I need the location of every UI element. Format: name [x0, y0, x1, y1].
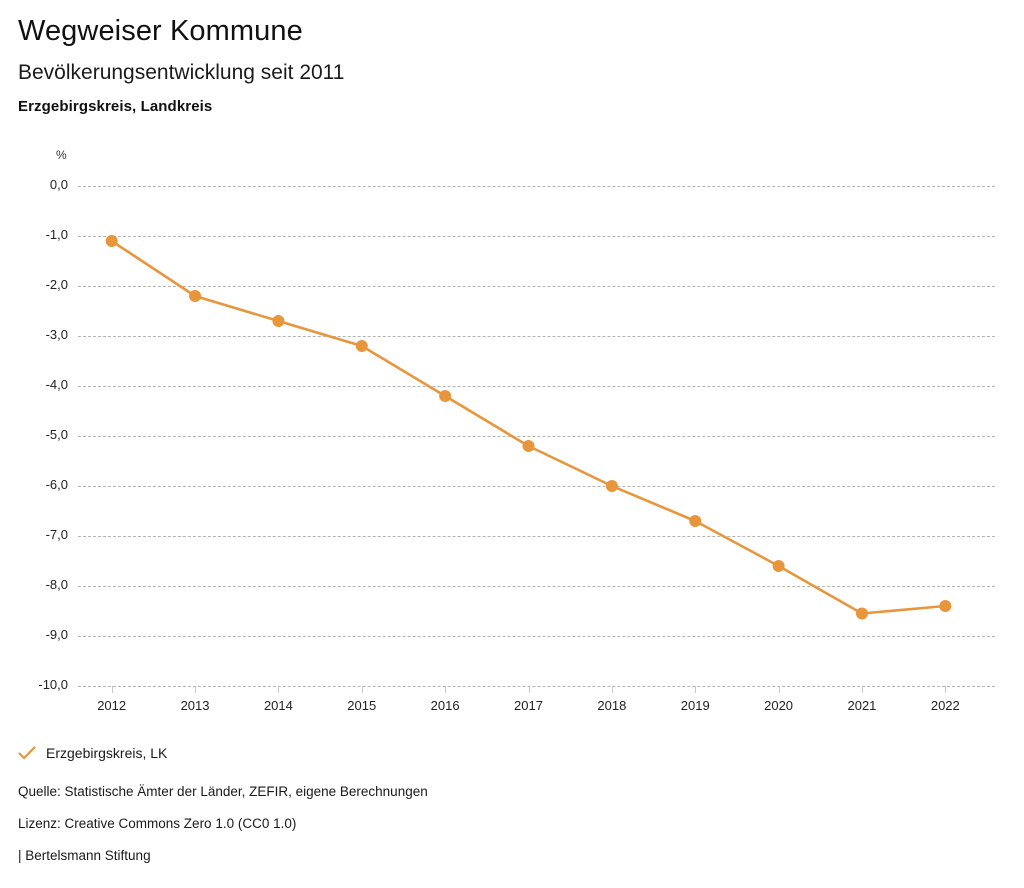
line-series-svg: [105, 235, 952, 620]
x-axis-tick-label: 2019: [680, 698, 710, 713]
y-axis-tick-label: -5,0: [45, 427, 68, 442]
gridline: [78, 386, 995, 387]
x-axis-tick: [945, 686, 947, 693]
data-point-marker[interactable]: [105, 235, 118, 247]
chart-container: % 0,0 -1,0 -2,0 -3,0 -4,0 -5,0 -6,0 -7,0 -8,0 -9,…: [0, 140, 1024, 730]
gridlines-group: 0,0 -1,0 -2,0 -3,0 -4,0 -5,0 -6,0 -7,0 -8,0 -9,0 -…: [38, 177, 995, 692]
license-line: Lizenz: Creative Commons Zero 1.0 (CC0 1…: [18, 815, 297, 831]
x-axis-tick-label: 2013: [180, 698, 210, 713]
data-point-marker[interactable]: [355, 340, 368, 352]
gridline: [78, 686, 995, 687]
y-axis-tick-label: -2,0: [45, 277, 68, 292]
x-axis-tick-label: 2021: [847, 698, 877, 713]
gridline: [78, 586, 995, 587]
gridline: [78, 436, 995, 437]
gridline: [78, 186, 995, 187]
page-title: Wegweiser Kommune: [18, 15, 303, 47]
check-icon[interactable]: [18, 746, 36, 760]
data-point-marker[interactable]: [855, 607, 868, 620]
y-axis-tick-label: -8,0: [45, 577, 68, 592]
data-point-marker[interactable]: [522, 440, 535, 452]
x-axis-tick: [695, 686, 697, 693]
x-axis-tick: [445, 686, 447, 693]
y-axis-tick-label: -3,0: [45, 327, 68, 342]
y-axis-tick-label: -9,0: [45, 627, 68, 642]
y-axis-tick-label: -6,0: [45, 477, 68, 492]
legend-item-label: Erzgebirgskreis, LK: [46, 745, 168, 761]
source-line: Quelle: Statistische Ämter der Länder, Z…: [18, 784, 428, 799]
gridline: [78, 236, 995, 237]
x-axis-tick-label: 2012: [97, 698, 127, 713]
plot-area: 0,0 -1,0 -2,0 -3,0 -4,0 -5,0 -6,0 -7,0 -8,0 -9,0 -…: [38, 177, 995, 713]
series-line: [110, 239, 947, 615]
data-point-marker[interactable]: [605, 480, 618, 492]
region-label: Erzgebirgskreis, Landkreis: [18, 97, 213, 115]
x-axis-tick: [111, 686, 113, 693]
y-axis-tick-label: -4,0: [45, 377, 68, 392]
gridline: [78, 286, 995, 287]
x-axis-tick-label: 2014: [263, 698, 293, 713]
x-axis-tick: [361, 686, 363, 693]
y-axis-tick-label: 0,0: [49, 177, 68, 192]
gridline: [78, 486, 995, 487]
data-point-marker[interactable]: [439, 390, 452, 402]
y-axis-unit-label: %: [56, 148, 67, 162]
gridline: [78, 636, 995, 637]
gridline: [78, 536, 995, 537]
x-axis-tick: [861, 686, 863, 693]
x-axis-tick-label: 2017: [514, 698, 543, 713]
data-point-marker[interactable]: [689, 515, 702, 527]
legend[interactable]: Erzgebirgskreis, LK: [18, 745, 167, 761]
x-axis-tick: [528, 686, 530, 693]
y-axis-tick-label: -10,0: [38, 677, 68, 692]
x-axis-tick-label: 2016: [430, 698, 460, 713]
y-axis-tick-label: -1,0: [45, 227, 68, 242]
x-axis-tick-label: 2022: [930, 698, 960, 713]
data-point-marker[interactable]: [272, 315, 285, 327]
gridline: [78, 336, 995, 337]
header: Wegweiser Kommune Bevölkerungsentwicklun…: [18, 14, 998, 115]
footer: Quelle: Statistische Ämter der Länder, Z…: [18, 784, 918, 864]
x-axis-tick-label: 2018: [597, 698, 627, 713]
y-axis-tick-label: -7,0: [45, 527, 68, 542]
data-point-marker[interactable]: [939, 600, 952, 612]
data-point-marker[interactable]: [189, 290, 202, 302]
data-point-marker[interactable]: [772, 560, 785, 572]
publisher-line: | Bertelsmann Stiftung: [18, 847, 151, 863]
x-axis-tick-label: 2015: [347, 698, 377, 713]
page-subtitle: Bevölkerungsentwicklung seit 2011: [18, 60, 345, 84]
x-axis-tick: [611, 686, 613, 693]
x-axis-tick: [195, 686, 197, 693]
x-axis-tick: [278, 686, 280, 693]
x-axis-tick-label: 2020: [764, 698, 794, 713]
x-axis-tick: [778, 686, 780, 693]
